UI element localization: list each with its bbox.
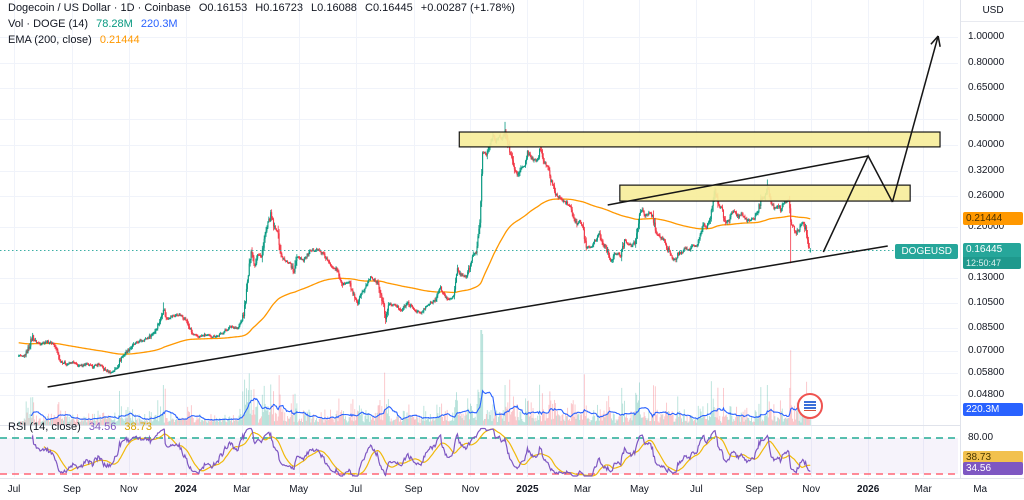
volume-ma-value: 220.3M bbox=[140, 18, 178, 30]
volume-ma-badge: 220.3M bbox=[963, 403, 1023, 417]
last-price-value: 0.16445 bbox=[963, 243, 1021, 257]
rsi-ma-value: 38.73 bbox=[124, 421, 152, 433]
price-axis[interactable]: USD 1.00000 0.80000 0.65000 0.50000 0.40000 0… bbox=[960, 0, 1024, 478]
time-tick: Jul bbox=[7, 484, 21, 495]
time-tick: May bbox=[289, 484, 309, 495]
ema-price-badge: 0.21444 bbox=[963, 212, 1023, 226]
ohlc-change: +0.00287 (+1.78%) bbox=[420, 2, 515, 14]
us-flag-event-icon[interactable] bbox=[797, 393, 823, 419]
ohlc-high: H0.16723 bbox=[255, 2, 303, 14]
time-tick: Ma bbox=[973, 484, 988, 495]
rsi-value-badge: 34.56 bbox=[963, 461, 1023, 475]
bar-countdown: 12:50:47 bbox=[963, 257, 1021, 269]
time-tick: Jul bbox=[689, 484, 703, 495]
ema-indicator-label: EMA (200, close) bbox=[8, 34, 92, 46]
symbol-price-flag: DOGEUSD bbox=[895, 244, 958, 259]
time-tick: Nov bbox=[461, 484, 480, 495]
price-tick: 0.40000 bbox=[968, 139, 1005, 151]
time-tick: May bbox=[629, 484, 649, 495]
price-tick: 0.32000 bbox=[968, 165, 1005, 177]
price-tick: 0.04800 bbox=[968, 389, 1005, 401]
time-tick: Mar bbox=[233, 484, 251, 495]
ohlc-low: L0.16088 bbox=[311, 2, 357, 14]
rsi-value: 34.56 bbox=[88, 421, 117, 433]
price-tick: 0.07000 bbox=[968, 344, 1005, 356]
volume-current-value: 78.28M bbox=[96, 18, 133, 30]
time-tick: Jul bbox=[349, 484, 363, 495]
price-tick: 0.26000 bbox=[968, 189, 1005, 201]
rsi-ma-badge: 38.73 bbox=[963, 450, 1023, 464]
price-tick: 0.08500 bbox=[968, 321, 1005, 333]
time-tick: 2025 bbox=[516, 484, 539, 495]
legend-symbol-row[interactable]: Dogecoin / US Dollar · 1D · Coinbase O0.… bbox=[8, 2, 515, 15]
ohlc-close: C0.16445 bbox=[365, 2, 413, 14]
time-tick: Mar bbox=[573, 484, 592, 495]
last-price-label: 0.16445 12:50:47 bbox=[963, 243, 1021, 269]
rsi-indicator-label: RSI (14, close) bbox=[8, 421, 81, 433]
time-tick: Sep bbox=[62, 484, 81, 495]
symbol-title: Dogecoin / US Dollar · 1D · Coinbase bbox=[8, 2, 191, 14]
time-tick: 2024 bbox=[174, 484, 197, 495]
price-axis-currency[interactable]: USD bbox=[961, 0, 1024, 22]
legend-volume-row[interactable]: Vol · DOGE (14) 78.28M 220.3M bbox=[8, 18, 178, 31]
price-tick: 0.65000 bbox=[968, 81, 1005, 93]
time-tick: Nov bbox=[802, 484, 821, 495]
price-tick: 0.20000 bbox=[968, 220, 1005, 232]
flag-glyph bbox=[804, 401, 816, 411]
rsi-upper-tick: 80.00 bbox=[968, 432, 994, 443]
price-tick: 1.00000 bbox=[968, 31, 1005, 42]
price-tick: 0.13000 bbox=[968, 271, 1005, 283]
legend-ema-row[interactable]: EMA (200, close) 0.21444 bbox=[8, 34, 140, 47]
ohlc-open: O0.16153 bbox=[198, 2, 248, 14]
price-tick: 0.80000 bbox=[968, 57, 1005, 69]
price-tick: 0.05800 bbox=[968, 366, 1005, 378]
time-tick: Sep bbox=[745, 484, 764, 495]
time-tick: Mar bbox=[914, 484, 932, 495]
price-tick: 0.50000 bbox=[968, 112, 1005, 124]
volume-indicator-label: Vol · DOGE (14) bbox=[8, 18, 89, 30]
price-tick: 0.10500 bbox=[968, 296, 1005, 308]
time-axis[interactable]: Jul Sep Nov 2024 Mar May Jul Sep Nov 2025 Mar May Ju… bbox=[0, 478, 1024, 500]
legend-rsi-row[interactable]: RSI (14, close) 34.56 38.73 bbox=[8, 421, 152, 434]
time-tick: Sep bbox=[404, 484, 423, 495]
ema-value: 0.21444 bbox=[99, 34, 140, 46]
time-tick: 2026 bbox=[857, 484, 880, 495]
time-tick: Nov bbox=[119, 484, 138, 495]
